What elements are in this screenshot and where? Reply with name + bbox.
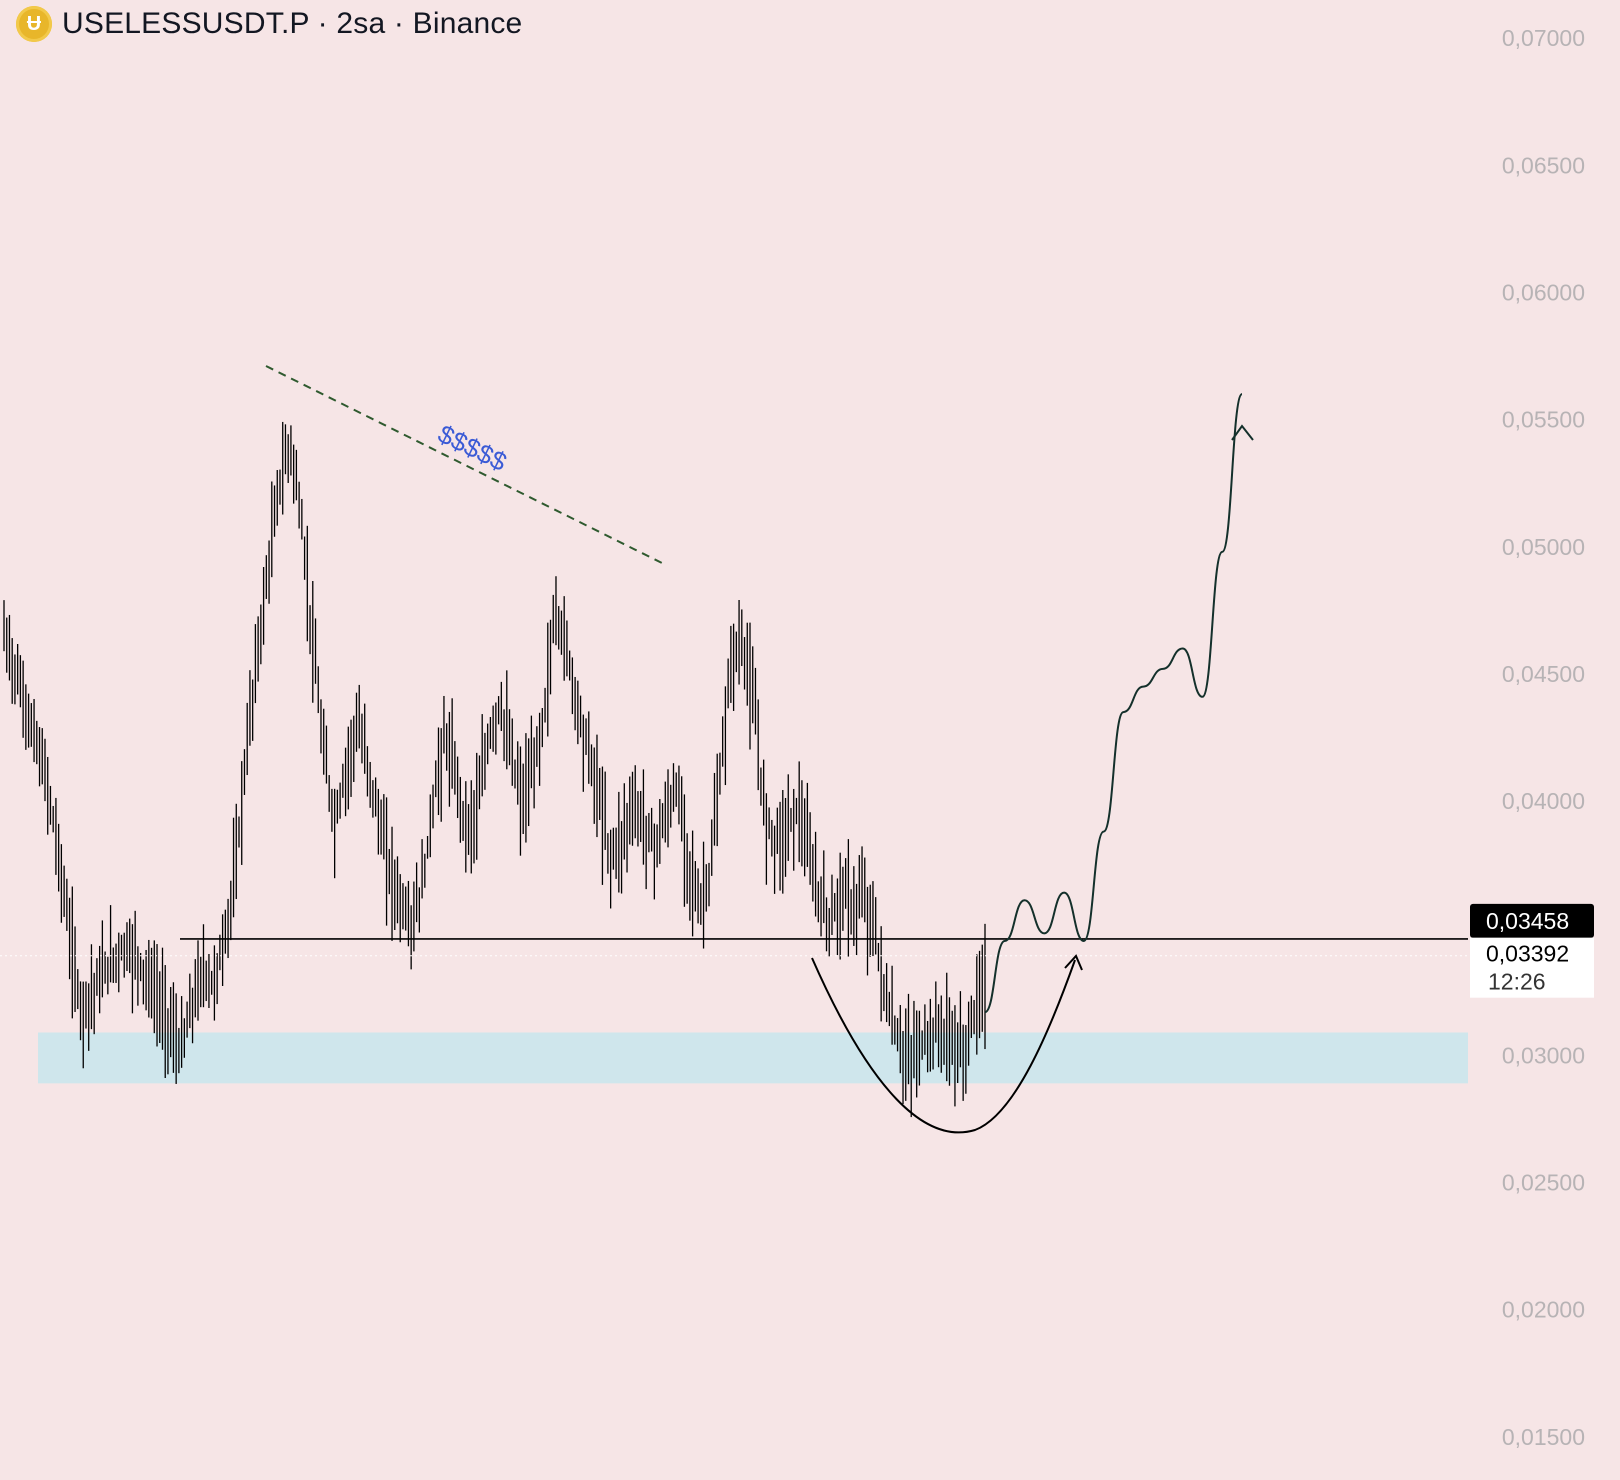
y-tick-label: 0,05500 — [1502, 407, 1585, 433]
cup-arrowhead — [1064, 954, 1083, 971]
chart-header: Ʉ USELESSUSDT.P · 2sa · Binance — [16, 4, 522, 44]
y-tick-label: 0,01500 — [1502, 1424, 1585, 1450]
support-zone[interactable] — [38, 1032, 1468, 1084]
bar-countdown: 12:26 — [1488, 969, 1546, 995]
y-tick-label: 0,03000 — [1502, 1042, 1585, 1068]
candle-layer — [3, 421, 986, 1118]
y-tick-label: 0,05000 — [1502, 534, 1585, 560]
y-tick-label: 0,02500 — [1502, 1170, 1585, 1196]
last-price-tag: 0,03392 12:26 — [1470, 937, 1594, 998]
level-price-tag: 0,03458 — [1470, 903, 1594, 938]
projection-arrowhead — [1231, 424, 1254, 441]
y-tick-label: 0,02000 — [1502, 1297, 1585, 1323]
y-tick-label: 0,06000 — [1502, 279, 1585, 305]
price-axis[interactable]: 0,07000 0,06500 0,06000 0,05500 0,05000 0,045… — [1502, 25, 1585, 1450]
cup-arc[interactable] — [811, 957, 1076, 1134]
level-price-label: 0,03458 — [1486, 908, 1569, 934]
projection-path[interactable] — [984, 393, 1243, 1014]
y-tick-label: 0,04500 — [1502, 661, 1585, 687]
trend-line-dashed[interactable] — [265, 365, 667, 566]
last-price-label: 0,03392 — [1486, 941, 1569, 967]
symbol-logo-icon[interactable]: Ʉ — [16, 6, 52, 42]
y-tick-label: 0,07000 — [1502, 25, 1585, 51]
symbol-title[interactable]: USELESSUSDT.P · 2sa · Binance — [62, 7, 523, 40]
y-tick-label: 0,04000 — [1502, 788, 1585, 814]
y-tick-label: 0,06500 — [1502, 152, 1585, 178]
